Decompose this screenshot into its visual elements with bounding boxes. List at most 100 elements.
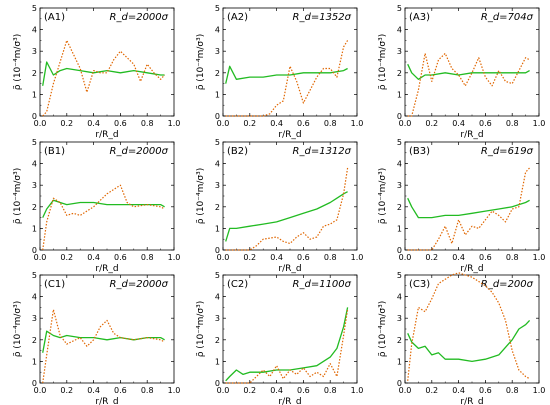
panel-tag: (C1) bbox=[44, 279, 65, 290]
y-tick-label: 1 bbox=[397, 357, 402, 366]
series-line-solid bbox=[225, 191, 348, 242]
x-tick-label: 0.2 bbox=[425, 119, 438, 128]
panel-rd-label: R_d=1312σ bbox=[293, 146, 352, 157]
panel-1: 0.0 0.2 0.4 0.6 0.8 1.0 0 1 2 3 4 5 r/R_d ρ̃ (10⁻⁴m/σ… bbox=[13, 4, 180, 140]
panel-tag: (A3) bbox=[409, 12, 430, 23]
series-line-dotted bbox=[225, 167, 349, 251]
y-tick-label: 2 bbox=[397, 69, 402, 78]
y-tick-label: 3 bbox=[397, 181, 402, 190]
y-tick-label: 5 bbox=[397, 271, 402, 280]
series-line-dotted bbox=[42, 39, 166, 117]
y-tick-label: 1 bbox=[32, 90, 37, 99]
x-axis-label: r/R_d bbox=[95, 130, 118, 140]
panel-tag: (C3) bbox=[409, 279, 430, 290]
y-axis-label: ρ̃ (10⁻⁴m/σ³) bbox=[196, 168, 206, 225]
panel-9: 0.0 0.2 0.4 0.6 0.8 1.0 0 1 2 3 4 5 r/R_d ρ̃ (10⁻⁴m/σ… bbox=[378, 271, 545, 405]
y-tick-label: 1 bbox=[32, 224, 37, 233]
panel-8: 0.0 0.2 0.4 0.6 0.8 1.0 0 1 2 3 4 5 r/R_d ρ̃ (10⁻⁴m/σ… bbox=[196, 271, 363, 405]
axes-frame bbox=[404, 141, 540, 251]
x-tick-label: 0.8 bbox=[141, 386, 154, 395]
x-tick-label: 0.0 bbox=[34, 253, 47, 262]
panel-tag: (C2) bbox=[227, 279, 248, 290]
y-tick-label: 3 bbox=[397, 314, 402, 323]
panel-rd-label: R_d=1352σ bbox=[293, 12, 352, 23]
y-tick-label: 0 bbox=[215, 112, 220, 121]
x-tick-label: 0.6 bbox=[479, 119, 492, 128]
x-tick-label: 0.4 bbox=[87, 119, 100, 128]
x-tick-label: 0.6 bbox=[114, 386, 127, 395]
panel-rd-label: R_d=200σ bbox=[481, 279, 534, 290]
y-tick-label: 2 bbox=[397, 203, 402, 212]
y-tick-label: 4 bbox=[32, 160, 37, 169]
series-line-solid bbox=[42, 61, 165, 86]
axes-frame bbox=[39, 141, 175, 251]
x-tick-label: 1.0 bbox=[533, 386, 546, 395]
y-tick-label: 0 bbox=[397, 112, 402, 121]
axes-frame bbox=[39, 274, 175, 384]
x-tick-label: 1.0 bbox=[533, 253, 546, 262]
x-tick-label: 0.8 bbox=[141, 119, 154, 128]
axes-frame bbox=[222, 7, 358, 117]
panel-4: 0.0 0.2 0.4 0.6 0.8 1.0 0 1 2 3 4 5 r/R_d ρ̃ (10⁻⁴m/σ… bbox=[13, 138, 180, 274]
x-tick-label: 0.0 bbox=[399, 119, 412, 128]
panel-rd-label: R_d=2000σ bbox=[110, 12, 169, 23]
x-tick-label: 0.2 bbox=[60, 386, 73, 395]
y-tick-label: 2 bbox=[215, 69, 220, 78]
x-tick-label: 0.8 bbox=[506, 119, 519, 128]
panel-rd-label: R_d=704σ bbox=[481, 12, 534, 23]
x-tick-label: 0.4 bbox=[270, 386, 283, 395]
y-tick-label: 4 bbox=[397, 160, 402, 169]
y-tick-label: 4 bbox=[32, 293, 37, 302]
x-tick-label: 0.6 bbox=[297, 386, 310, 395]
x-tick-label: 0.2 bbox=[243, 119, 256, 128]
x-tick-label: 0.0 bbox=[399, 386, 412, 395]
y-tick-label: 1 bbox=[32, 357, 37, 366]
panel-tag: (A1) bbox=[44, 12, 65, 23]
y-axis-label: ρ̃ (10⁻⁴m/σ³) bbox=[378, 34, 388, 91]
x-tick-label: 1.0 bbox=[168, 386, 181, 395]
x-axis-label: r/R_d bbox=[460, 264, 483, 274]
y-tick-label: 5 bbox=[215, 4, 220, 13]
y-tick-label: 2 bbox=[397, 336, 402, 345]
y-tick-label: 4 bbox=[215, 160, 220, 169]
x-axis-label: r/R_d bbox=[95, 264, 118, 274]
x-axis-label: r/R_d bbox=[460, 397, 483, 405]
y-tick-label: 4 bbox=[215, 293, 220, 302]
y-tick-label: 2 bbox=[32, 203, 37, 212]
panel-2: 0.0 0.2 0.4 0.6 0.8 1.0 0 1 2 3 4 5 r/R_d ρ̃ (10⁻⁴m/σ… bbox=[196, 4, 363, 140]
x-tick-label: 0.4 bbox=[270, 119, 283, 128]
axes-frame bbox=[222, 274, 358, 384]
x-tick-label: 0.6 bbox=[479, 386, 492, 395]
y-tick-label: 5 bbox=[32, 271, 37, 280]
y-tick-label: 1 bbox=[215, 90, 220, 99]
y-tick-label: 1 bbox=[215, 357, 220, 366]
series-line-dotted bbox=[225, 309, 349, 384]
series-line-dotted bbox=[407, 272, 530, 381]
y-tick-label: 3 bbox=[215, 181, 220, 190]
y-tick-label: 3 bbox=[215, 47, 220, 56]
x-tick-label: 0.8 bbox=[324, 253, 337, 262]
y-axis-label: ρ̃ (10⁻⁴m/σ³) bbox=[13, 168, 23, 225]
x-tick-label: 0.4 bbox=[87, 386, 100, 395]
y-tick-label: 3 bbox=[32, 314, 37, 323]
series-line-solid bbox=[225, 65, 348, 84]
y-tick-label: 4 bbox=[32, 26, 37, 35]
series-line-dotted bbox=[407, 167, 531, 251]
y-tick-label: 1 bbox=[397, 90, 402, 99]
y-axis-label: ρ̃ (10⁻⁴m/σ³) bbox=[378, 168, 388, 225]
x-tick-label: 0.4 bbox=[452, 119, 465, 128]
panel-rd-label: R_d=2000σ bbox=[110, 279, 169, 290]
x-tick-label: 0.6 bbox=[297, 253, 310, 262]
series-line-solid bbox=[42, 199, 165, 218]
y-axis-label: ρ̃ (10⁻⁴m/σ³) bbox=[378, 301, 388, 358]
y-tick-label: 0 bbox=[32, 379, 37, 388]
axes-frame bbox=[222, 141, 358, 251]
series-line-solid bbox=[407, 319, 531, 363]
y-axis-label: ρ̃ (10⁻⁴m/σ³) bbox=[13, 34, 23, 91]
x-tick-label: 0.0 bbox=[217, 119, 230, 128]
x-axis-label: r/R_d bbox=[278, 264, 301, 274]
axes-frame bbox=[39, 7, 175, 117]
y-tick-label: 0 bbox=[397, 379, 402, 388]
y-tick-label: 0 bbox=[215, 246, 220, 255]
series-line-solid bbox=[225, 307, 349, 382]
